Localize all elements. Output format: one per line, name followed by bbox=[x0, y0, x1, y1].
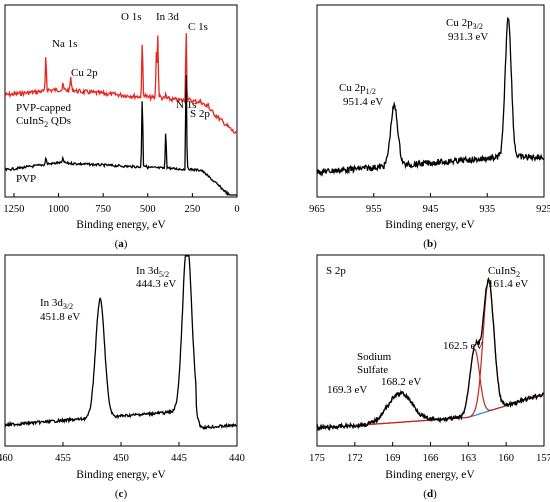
panel-d-title: S 2p bbox=[326, 265, 346, 277]
value-in3d52: 444.3 eV bbox=[136, 278, 176, 290]
value-in3d32: 451.8 eV bbox=[40, 311, 80, 323]
x-tick-label: 175 bbox=[309, 453, 325, 464]
label-cu2p: Cu 2p bbox=[71, 67, 98, 79]
panel-a-xlabel: Binding energy, eV bbox=[76, 219, 166, 231]
panel-a-pvp-curve bbox=[4, 75, 237, 197]
value-169-3: 169.3 eV bbox=[327, 384, 367, 396]
x-tick-label: 1000 bbox=[48, 204, 69, 215]
label-cuins2-qds: CuInS2 QDs bbox=[16, 115, 71, 129]
x-tick-label: 935 bbox=[479, 204, 495, 215]
panel-c-curve bbox=[4, 255, 237, 431]
label-in3d: In 3d bbox=[156, 11, 179, 23]
x-tick-label: 160 bbox=[498, 453, 514, 464]
value-161-4: 161.4 eV bbox=[488, 278, 528, 290]
value-168-2: 168.2 eV bbox=[381, 376, 421, 388]
x-tick-label: 450 bbox=[113, 453, 129, 464]
x-tick-label: 500 bbox=[140, 204, 156, 215]
panel-b-curve bbox=[316, 17, 544, 177]
value-cu2p32: 931.3 eV bbox=[448, 31, 488, 43]
x-tick-label: 163 bbox=[460, 453, 476, 464]
label-o1s: O 1s bbox=[121, 11, 141, 23]
panel-d-cuins2-fit-1 bbox=[317, 280, 544, 429]
x-tick-label: 925 bbox=[536, 204, 550, 215]
value-cu2p12: 951.4 eV bbox=[343, 96, 383, 108]
panel-b-xlabel: Binding energy, eV bbox=[385, 219, 475, 231]
x-tick-label: 172 bbox=[347, 453, 363, 464]
x-tick-label: 945 bbox=[423, 204, 439, 215]
label-pvp-capped: PVP-capped bbox=[16, 102, 71, 114]
panel-d-raw-curve bbox=[316, 276, 544, 432]
value-162-5: 162.5 eV bbox=[443, 340, 483, 352]
panel-b-label: (b) bbox=[423, 238, 437, 250]
x-tick-label: 166 bbox=[423, 453, 439, 464]
label-in3d32: In 3d3/2 bbox=[40, 297, 73, 311]
panel-b-cu2p: 965 955 945 935 925 Cu 2p1/2 951.4 eV Cu 2p3… bbox=[309, 4, 550, 250]
x-tick-label: 440 bbox=[229, 453, 245, 464]
panel-a-frame bbox=[4, 4, 238, 198]
panel-c-xlabel: Binding energy, eV bbox=[76, 469, 166, 481]
label-c1s: C 1s bbox=[188, 21, 208, 33]
panel-d-xlabel: Binding energy, eV bbox=[385, 469, 475, 481]
x-tick-label: 0 bbox=[234, 204, 239, 215]
panel-a-label: (a) bbox=[115, 238, 128, 250]
panel-c-frame bbox=[4, 254, 238, 447]
label-s2p: S 2p bbox=[190, 108, 210, 120]
label-cu2p12: Cu 2p1/2 bbox=[339, 82, 376, 96]
label-n1s: N 1s bbox=[176, 99, 196, 111]
panel-c-in3d: 460 455 450 445 440 In 3d3/2 451.8 eV In 3d5… bbox=[0, 254, 245, 500]
panel-c-label: (c) bbox=[115, 488, 128, 500]
x-tick-label: 750 bbox=[95, 204, 111, 215]
x-tick-label: 157 bbox=[536, 453, 550, 464]
x-tick-label: 455 bbox=[55, 453, 71, 464]
x-tick-label: 955 bbox=[366, 204, 382, 215]
panel-a-survey: 1250 1000 750 500 250 0 Na 1s Cu 2p O 1s In 3… bbox=[3, 4, 240, 250]
label-sodium: Sodium bbox=[357, 351, 392, 363]
panel-d-label: (d) bbox=[423, 488, 437, 500]
panel-d-cuins2-fit-2 bbox=[317, 348, 544, 429]
panel-d-sulfate-fit bbox=[317, 392, 544, 429]
panel-a-cuins2-curve bbox=[4, 33, 238, 136]
label-in3d52: In 3d5/2 bbox=[136, 265, 169, 279]
x-tick-label: 965 bbox=[309, 204, 325, 215]
x-tick-label: 250 bbox=[185, 204, 201, 215]
x-tick-label: 169 bbox=[385, 453, 401, 464]
x-tick-label: 445 bbox=[171, 453, 187, 464]
label-na1s: Na 1s bbox=[52, 38, 77, 50]
label-pvp: PVP bbox=[16, 173, 36, 185]
panel-d-s2p: 175 172 169 166 163 160 157 S 2p CuInS2 161.4 … bbox=[309, 254, 550, 500]
label-sulfate: Sulfate bbox=[357, 364, 388, 376]
label-cu2p32: Cu 2p3/2 bbox=[446, 17, 483, 31]
x-tick-label: 460 bbox=[0, 453, 13, 464]
label-cuins2: CuInS2 bbox=[488, 265, 520, 279]
x-tick-label: 1250 bbox=[3, 204, 24, 215]
